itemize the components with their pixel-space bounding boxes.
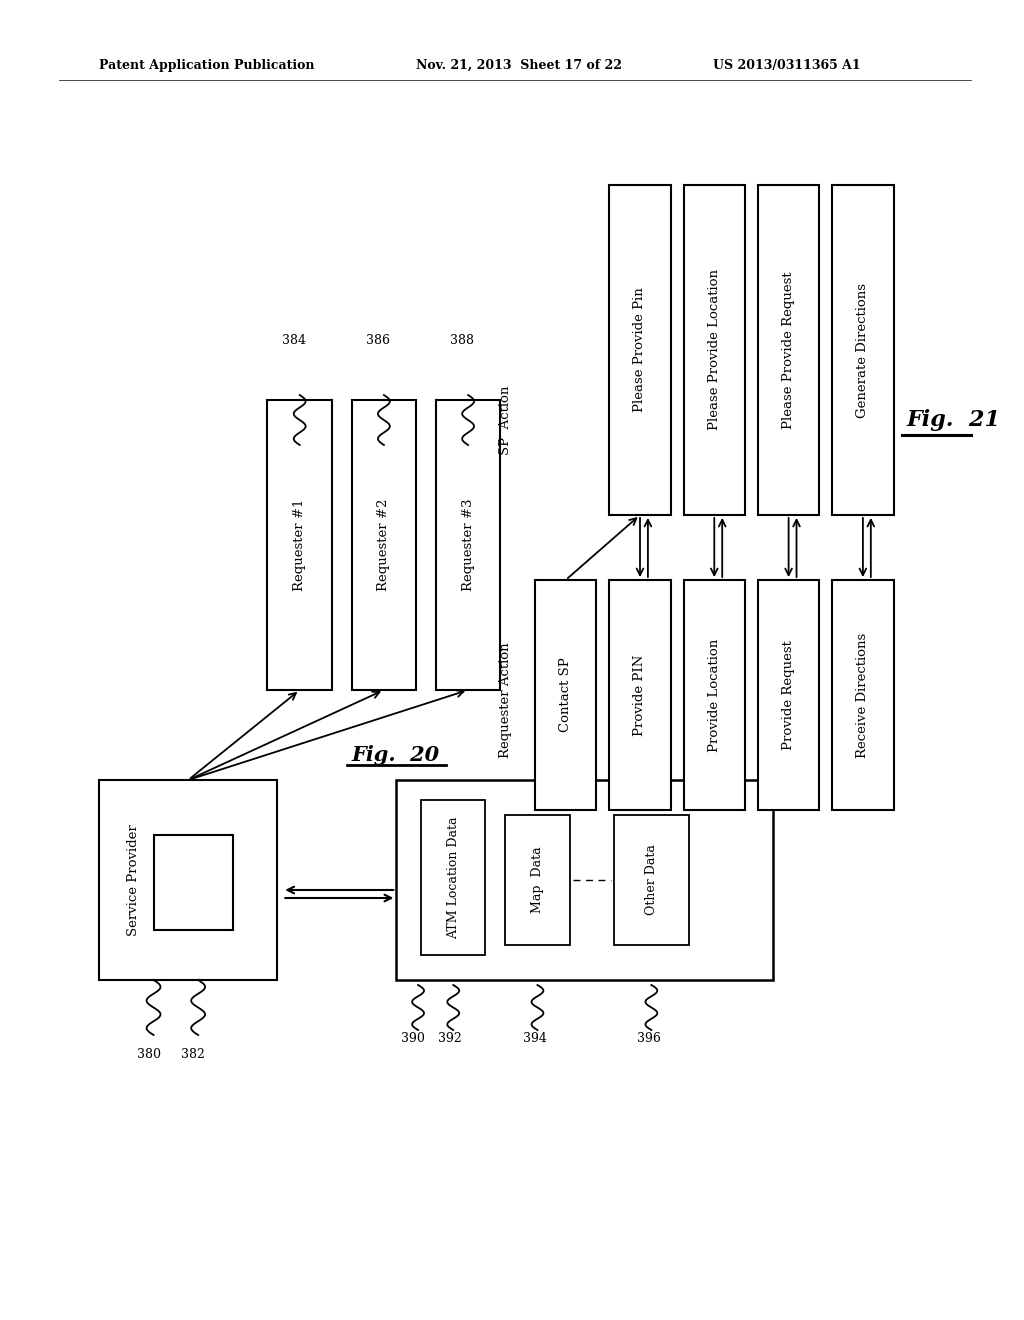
Bar: [609, 185, 671, 515]
Text: Service Provider: Service Provider: [127, 824, 140, 936]
Text: SP  Action: SP Action: [499, 385, 512, 454]
Bar: [684, 185, 745, 515]
Text: Nov. 21, 2013  Sheet 17 of 22: Nov. 21, 2013 Sheet 17 of 22: [416, 58, 623, 71]
Bar: [614, 814, 688, 945]
Text: Fig.  21: Fig. 21: [906, 409, 1000, 432]
Text: Receive Directions: Receive Directions: [856, 632, 869, 758]
Text: 388: 388: [451, 334, 474, 346]
Text: Contact SP: Contact SP: [559, 657, 572, 733]
Bar: [351, 400, 416, 690]
Text: US 2013/0311365 A1: US 2013/0311365 A1: [714, 58, 861, 71]
Bar: [535, 579, 596, 810]
Text: Provide Location: Provide Location: [708, 639, 721, 751]
Text: Please Provide Location: Please Provide Location: [708, 269, 721, 430]
Text: 384: 384: [282, 334, 306, 346]
Bar: [505, 814, 569, 945]
Text: Patent Application Publication: Patent Application Publication: [99, 58, 314, 71]
Bar: [154, 836, 232, 931]
Bar: [758, 579, 819, 810]
Text: Other Data: Other Data: [645, 845, 657, 916]
Text: ATM Location Data: ATM Location Data: [446, 816, 460, 939]
Text: 396: 396: [637, 1031, 660, 1044]
Text: 394: 394: [522, 1031, 547, 1044]
Text: Generate Directions: Generate Directions: [856, 282, 869, 417]
Bar: [436, 400, 501, 690]
Text: 380: 380: [137, 1048, 161, 1061]
Bar: [421, 800, 485, 954]
Text: Requester #1: Requester #1: [293, 499, 306, 591]
Text: Map  Data: Map Data: [531, 846, 544, 913]
Text: Please Provide Request: Please Provide Request: [782, 271, 795, 429]
Bar: [684, 579, 745, 810]
Bar: [609, 579, 671, 810]
Bar: [267, 400, 332, 690]
Bar: [99, 780, 278, 979]
Text: Fig.  20: Fig. 20: [351, 744, 440, 766]
Text: 382: 382: [181, 1048, 205, 1061]
Bar: [833, 579, 894, 810]
Text: Requester #3: Requester #3: [462, 499, 474, 591]
Text: Requester Action: Requester Action: [499, 643, 512, 758]
Text: 390: 390: [401, 1031, 425, 1044]
Text: Provide PIN: Provide PIN: [634, 655, 646, 735]
Text: Please Provide Pin: Please Provide Pin: [634, 288, 646, 412]
Text: 392: 392: [438, 1031, 462, 1044]
Bar: [396, 780, 773, 979]
Bar: [758, 185, 819, 515]
Text: 386: 386: [366, 334, 390, 346]
Text: Provide Request: Provide Request: [782, 640, 795, 750]
Text: Requester #2: Requester #2: [378, 499, 390, 591]
Bar: [833, 185, 894, 515]
